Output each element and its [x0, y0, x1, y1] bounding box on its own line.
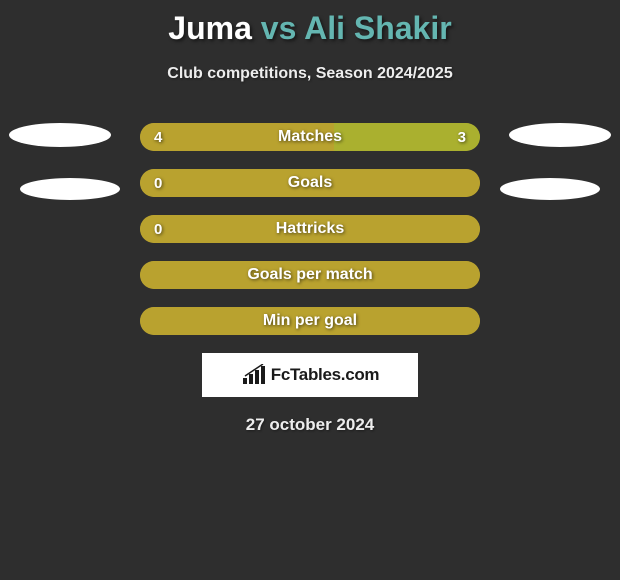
- logo-box: FcTables.com: [202, 353, 418, 397]
- bar-label: Goals: [140, 169, 480, 197]
- player2-ellipse-bottom: [500, 178, 600, 200]
- stat-bar: Goals per match: [140, 261, 480, 289]
- stat-bar: Min per goal: [140, 307, 480, 335]
- bar-label: Min per goal: [140, 307, 480, 335]
- bar-label: Goals per match: [140, 261, 480, 289]
- player2-name: Ali Shakir: [304, 10, 452, 46]
- chart-area: Matches43Goals0Hattricks0Goals per match…: [0, 123, 620, 335]
- logo-text: FcTables.com: [271, 365, 380, 385]
- bar-value-left: 4: [154, 123, 162, 151]
- bar-value-right: 3: [458, 123, 466, 151]
- stat-bar: Hattricks0: [140, 215, 480, 243]
- bars-container: Matches43Goals0Hattricks0Goals per match…: [140, 123, 480, 335]
- comparison-title: Juma vs Ali Shakir: [0, 0, 620, 47]
- player1-name: Juma: [168, 10, 252, 46]
- vs-text: vs: [261, 10, 297, 46]
- stat-bar: Goals0: [140, 169, 480, 197]
- bar-value-left: 0: [154, 215, 162, 243]
- stat-bar: Matches4 3: [140, 123, 480, 151]
- player1-ellipse-top: [9, 123, 111, 147]
- player1-ellipse-bottom: [20, 178, 120, 200]
- bar-value-left: 0: [154, 169, 162, 197]
- date-text: 27 october 2024: [0, 415, 620, 435]
- bar-label: Matches: [140, 123, 480, 151]
- player2-ellipse-top: [509, 123, 611, 147]
- logo-chart-icon: [241, 364, 267, 386]
- logo-inner: FcTables.com: [241, 364, 380, 386]
- bar-label: Hattricks: [140, 215, 480, 243]
- subtitle: Club competitions, Season 2024/2025: [0, 65, 620, 83]
